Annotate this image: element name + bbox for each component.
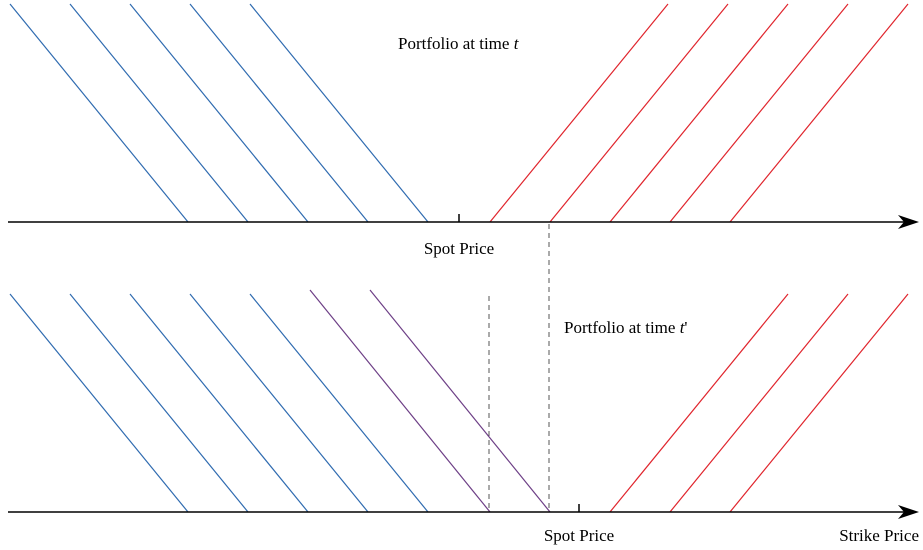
- bottom-axis: [8, 504, 919, 519]
- bottom-shifted-payoffs: [309, 289, 551, 513]
- top-axis-label: Spot Price: [424, 239, 494, 258]
- top-panel-title: Portfolio at time t: [398, 34, 520, 53]
- top-axis-arrowhead: [898, 215, 919, 229]
- top-put-line: [249, 3, 429, 223]
- dashed-guides: [488, 224, 550, 512]
- bottom-call-line: [669, 293, 849, 513]
- top-put-payoffs: [9, 3, 429, 223]
- bottom-axis-end-label: Strike Price: [839, 526, 919, 545]
- top-call-line: [669, 3, 849, 223]
- bottom-put-line: [249, 293, 429, 513]
- bottom-call-payoffs: [609, 293, 909, 513]
- bottom-put-line: [129, 293, 309, 513]
- bottom-shifted-line: [369, 289, 551, 513]
- bottom-call-line: [729, 293, 909, 513]
- top-put-line: [9, 3, 189, 223]
- top-panel: Portfolio at time t Spot Price: [8, 3, 919, 258]
- bottom-put-line: [69, 293, 249, 513]
- top-call-payoffs: [489, 3, 909, 223]
- bottom-shifted-line: [309, 289, 491, 513]
- top-call-line: [549, 3, 729, 223]
- bottom-panel-title: Portfolio at time t': [564, 318, 688, 337]
- top-put-line: [189, 3, 369, 223]
- top-put-line: [69, 3, 249, 223]
- top-call-line: [489, 3, 669, 223]
- bottom-call-line: [609, 293, 789, 513]
- top-call-line: [609, 3, 789, 223]
- top-axis: [8, 214, 919, 229]
- bottom-panel: Portfolio at time t' Spot Price Strike P…: [8, 289, 919, 545]
- bottom-axis-arrowhead: [898, 505, 919, 519]
- bottom-axis-label: Spot Price: [544, 526, 614, 545]
- top-put-line: [129, 3, 309, 223]
- bottom-put-line: [189, 293, 369, 513]
- top-call-line: [729, 3, 909, 223]
- bottom-put-payoffs: [9, 293, 429, 513]
- bottom-put-line: [9, 293, 189, 513]
